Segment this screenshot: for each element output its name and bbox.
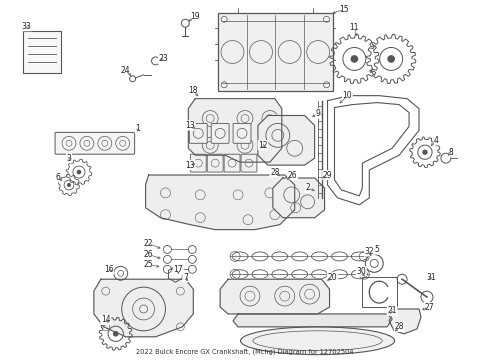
Circle shape [351,56,358,62]
Text: 33: 33 [22,22,31,31]
Text: 26: 26 [288,171,297,180]
FancyBboxPatch shape [190,154,206,172]
Text: 20: 20 [328,273,337,282]
Text: 21: 21 [388,306,397,315]
Text: 31: 31 [426,273,436,282]
FancyBboxPatch shape [233,123,251,143]
Circle shape [423,150,427,154]
FancyBboxPatch shape [241,154,257,172]
FancyBboxPatch shape [55,132,135,154]
Text: 2022 Buick Encore GX Crankshaft, (Mchg) Diagram for 12702504: 2022 Buick Encore GX Crankshaft, (Mchg) … [136,348,354,355]
Text: 23: 23 [159,54,168,63]
Text: 28: 28 [394,322,404,331]
Text: 15: 15 [340,5,349,14]
Text: 1: 1 [135,124,140,133]
Text: 26: 26 [144,250,153,259]
Text: 2: 2 [305,184,310,193]
Text: 17: 17 [173,265,183,274]
FancyBboxPatch shape [189,123,207,143]
Polygon shape [188,99,282,162]
Circle shape [77,170,80,174]
Text: 8: 8 [448,148,453,157]
Text: 5: 5 [375,245,380,254]
FancyBboxPatch shape [224,154,240,172]
Bar [218,13,333,91]
Text: 3: 3 [67,154,72,163]
Text: 29: 29 [323,171,332,180]
Text: 6: 6 [56,172,60,181]
Text: 30: 30 [356,267,366,276]
Text: 10: 10 [343,91,352,100]
Polygon shape [258,116,315,165]
Text: 12: 12 [258,141,268,150]
Text: 28: 28 [270,167,280,176]
Text: 25: 25 [144,260,153,269]
Circle shape [68,184,71,186]
Ellipse shape [241,327,394,355]
Text: 7: 7 [183,273,188,282]
Text: 24: 24 [121,66,130,75]
Polygon shape [94,279,193,337]
Text: 19: 19 [191,12,200,21]
Polygon shape [389,309,421,334]
Text: 18: 18 [189,86,198,95]
Text: 9: 9 [315,109,320,118]
Text: 27: 27 [424,302,434,311]
Polygon shape [146,175,294,230]
Text: 13: 13 [186,161,195,170]
FancyBboxPatch shape [23,31,61,73]
Polygon shape [220,279,329,314]
FancyBboxPatch shape [207,154,223,172]
Text: 32: 32 [365,247,374,256]
Polygon shape [233,314,392,327]
Text: 14: 14 [101,315,111,324]
Text: 11: 11 [350,23,359,32]
Text: 16: 16 [104,265,114,274]
FancyBboxPatch shape [211,123,229,143]
Text: 13: 13 [186,121,195,130]
Circle shape [388,56,394,62]
Polygon shape [273,178,324,218]
Text: 4: 4 [434,136,439,145]
Circle shape [114,332,118,336]
Text: 22: 22 [144,239,153,248]
